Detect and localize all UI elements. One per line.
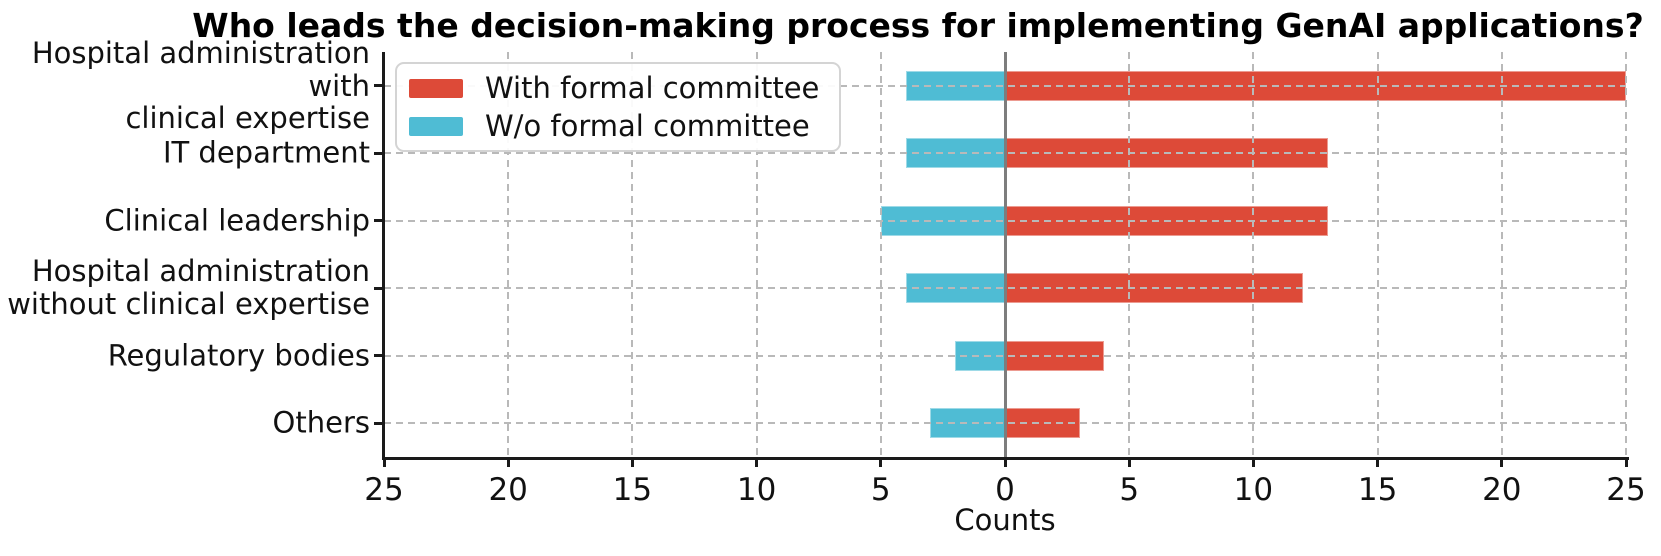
y-category-label: Regulatory bodies xyxy=(107,338,370,373)
x-tick-label: 10 xyxy=(736,472,777,508)
y-tick-mark xyxy=(374,84,384,88)
x-tick-label: 10 xyxy=(1233,472,1274,508)
chart-title: Who leads the decision-making process fo… xyxy=(192,6,1644,45)
legend-item-without-committee: W/o formal committee xyxy=(409,109,819,143)
x-tick-mark xyxy=(755,457,759,467)
x-tick-mark xyxy=(630,457,634,467)
x-tick-mark xyxy=(879,457,883,467)
y-tick-mark xyxy=(374,421,384,425)
y-category-label: Clinical leadership xyxy=(104,203,370,238)
y-tick-mark xyxy=(374,151,384,155)
legend-label: W/o formal committee xyxy=(485,109,810,143)
x-axis-title: Counts xyxy=(954,503,1056,537)
y-tick-mark xyxy=(374,286,384,290)
vertical-gridline xyxy=(879,52,882,457)
x-tick-mark xyxy=(1500,457,1504,467)
legend-label: With formal committee xyxy=(485,71,820,105)
y-category-label: Others xyxy=(272,405,370,440)
y-category-label: Hospital administration without clinical… xyxy=(7,254,370,322)
vertical-gridline xyxy=(1625,52,1627,457)
x-tick-label: 20 xyxy=(1482,472,1522,508)
y-category-label: IT department xyxy=(162,135,370,170)
legend: With formal committee W/o formal committ… xyxy=(395,62,842,152)
x-tick-mark xyxy=(1127,457,1131,467)
x-tick-mark xyxy=(382,457,386,467)
x-tick-mark xyxy=(1251,457,1255,467)
vertical-gridline xyxy=(507,52,510,457)
x-tick-label: 20 xyxy=(488,472,528,508)
vertical-gridline xyxy=(1128,52,1131,457)
vertical-gridline xyxy=(1500,52,1503,457)
vertical-gridline xyxy=(1376,52,1379,457)
x-tick-label: 5 xyxy=(1119,472,1140,508)
vertical-gridline xyxy=(1252,52,1255,457)
legend-item-with-committee: With formal committee xyxy=(409,71,819,105)
x-tick-label: 25 xyxy=(364,472,404,508)
x-tick-label: 0 xyxy=(995,472,1015,508)
x-tick-mark xyxy=(506,457,510,467)
x-tick-mark xyxy=(1003,457,1007,467)
x-tick-mark xyxy=(1376,457,1380,467)
x-tick-mark xyxy=(1624,457,1628,467)
y-category-label: Hospital administration with clinical ex… xyxy=(31,35,370,136)
x-tick-label: 5 xyxy=(870,472,891,508)
y-tick-mark xyxy=(374,354,384,358)
y-axis-spine xyxy=(382,52,385,460)
legend-swatch-red xyxy=(409,78,463,98)
x-tick-label: 15 xyxy=(1357,472,1398,508)
x-axis-spine xyxy=(382,457,1629,460)
zero-baseline xyxy=(1003,52,1007,460)
legend-swatch-blue xyxy=(409,116,463,136)
x-tick-label: 15 xyxy=(612,472,653,508)
vertical-gridline xyxy=(631,52,634,457)
x-tick-label: 25 xyxy=(1606,472,1646,508)
vertical-gridline xyxy=(755,52,758,457)
y-tick-mark xyxy=(374,219,384,223)
